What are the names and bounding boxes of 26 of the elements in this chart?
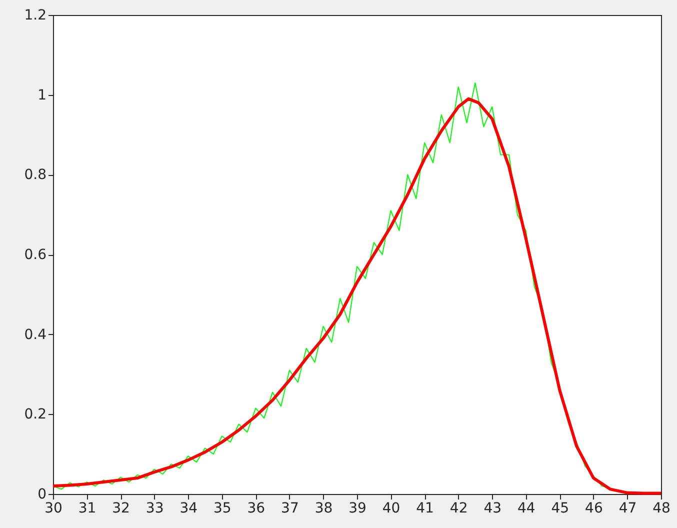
y-tick-label: 0 <box>38 486 46 502</box>
x-tick-label: 34 <box>180 500 198 516</box>
x-tick-label: 38 <box>314 500 333 516</box>
x-tick-label: 30 <box>44 500 62 516</box>
x-tick-label: 48 <box>652 500 670 516</box>
y-tick-label: 0.2 <box>24 406 46 423</box>
x-tick-label: 47 <box>618 500 637 516</box>
x-tick-label: 31 <box>78 500 96 516</box>
y-tick-label: 0.4 <box>24 326 47 343</box>
y-tick-label: 1 <box>38 87 46 104</box>
x-tick-label: 45 <box>551 500 570 516</box>
x-tick-label: 39 <box>348 500 366 516</box>
x-tick-label: 43 <box>484 500 502 516</box>
x-tick-label: 35 <box>213 500 232 516</box>
x-tick-label: 33 <box>146 500 164 516</box>
y-tick-label: 0.8 <box>24 167 46 184</box>
x-tick-label: 42 <box>450 500 468 516</box>
x-tick-label: 40 <box>382 500 400 516</box>
x-tick-label: 46 <box>585 500 603 516</box>
x-tick-label: 37 <box>281 500 299 516</box>
x-tick-label: 32 <box>112 500 130 516</box>
x-tick-label: 41 <box>416 500 434 516</box>
x-tick-label: 44 <box>517 500 536 516</box>
y-tick-label: 1.2 <box>24 8 46 24</box>
x-tick-label: 36 <box>247 500 266 516</box>
y-tick-label: 0.6 <box>24 247 47 263</box>
